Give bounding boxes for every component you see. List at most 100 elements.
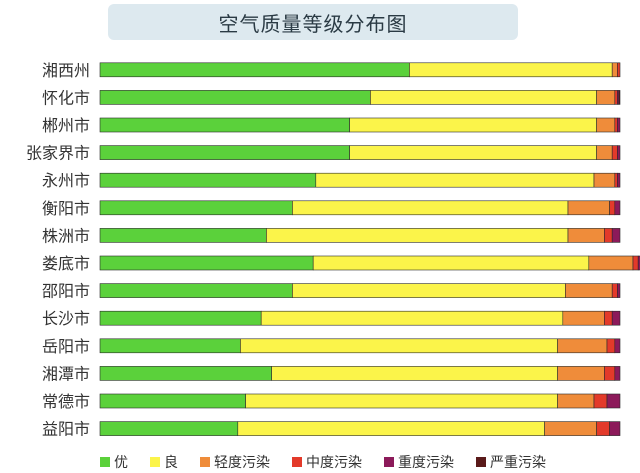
bar-segment <box>567 200 610 216</box>
category-label: 湘潭市 <box>42 364 90 383</box>
legend-label: 重度污染 <box>398 455 454 471</box>
legend-label: 优 <box>114 455 128 471</box>
bar-segment <box>632 255 639 271</box>
bar-segment <box>596 421 610 436</box>
bar-segment <box>614 117 618 133</box>
chart-title-box: 空气质量等级分布图 <box>108 4 518 40</box>
bar-segment <box>611 62 618 78</box>
legend-swatch <box>292 457 302 467</box>
bar-segment <box>245 393 558 409</box>
category-label: 常德市 <box>42 392 90 411</box>
bar-segment <box>614 200 621 216</box>
bar-segment <box>565 283 613 298</box>
bar-segment <box>544 421 597 436</box>
bar-segment <box>557 366 605 381</box>
category-label: 湘西州 <box>42 61 90 80</box>
bar-segment <box>99 62 410 78</box>
bar-segment <box>593 172 616 188</box>
bar-segment <box>409 62 613 78</box>
bar-segment <box>609 200 616 216</box>
bar-segment <box>260 310 564 326</box>
bar-segment <box>240 338 558 354</box>
category-label: 长沙市 <box>42 309 90 328</box>
legend-label: 良 <box>164 455 178 471</box>
bar-segment <box>292 283 566 298</box>
bar-segment <box>271 366 558 381</box>
bar-segment <box>614 90 618 105</box>
bar-segment <box>292 200 569 216</box>
legend-item: 轻度污染 <box>200 452 270 472</box>
bar-segment <box>99 228 267 243</box>
bar-segment <box>557 338 608 354</box>
category-label: 怀化市 <box>42 88 90 107</box>
bar-segment <box>99 172 317 188</box>
bar-segment <box>99 200 293 216</box>
category-label: 张家界市 <box>26 144 90 163</box>
bar-segment <box>99 366 272 381</box>
bar-segment <box>312 255 590 271</box>
legend-label: 严重污染 <box>490 455 546 471</box>
bar-segment <box>266 228 569 243</box>
bar-segment <box>618 90 621 105</box>
legend-swatch <box>100 457 110 467</box>
legend-item: 优 <box>100 452 128 472</box>
bar-segment <box>617 145 621 160</box>
bar-segment <box>617 283 621 298</box>
legend-item: 中度污染 <box>292 452 362 472</box>
category-label: 株洲市 <box>42 226 90 245</box>
bar-segment <box>606 338 616 354</box>
bar-segment <box>617 117 621 133</box>
legend-swatch <box>150 457 160 467</box>
category-label: 永州市 <box>42 171 90 190</box>
category-label: 衡阳市 <box>42 199 90 218</box>
legend-item: 严重污染 <box>476 452 546 472</box>
bar-segment <box>604 366 616 381</box>
bar-segment <box>99 283 293 298</box>
bar-segment <box>609 421 621 436</box>
bar-segment <box>99 145 350 160</box>
legend-item: 重度污染 <box>384 452 454 472</box>
bar-segment <box>99 421 239 436</box>
category-label: 邵阳市 <box>42 282 90 301</box>
bar-segment <box>611 228 621 243</box>
chart-legend: 优 良 轻度污染 中度污染 重度污染 严重污染 <box>100 451 568 473</box>
bar-segment <box>614 172 618 188</box>
legend-swatch <box>476 457 486 467</box>
legend-swatch <box>200 457 210 467</box>
bar-segment <box>99 117 350 133</box>
legend-swatch <box>384 457 394 467</box>
bar-segment <box>596 117 616 133</box>
bar-segment <box>611 310 621 326</box>
bar-segment <box>99 310 262 326</box>
bar-segment <box>606 393 621 409</box>
chart-title: 空气质量等级分布图 <box>218 11 408 36</box>
bar-segment <box>617 172 621 188</box>
bar-segment <box>99 255 314 271</box>
legend-item: 良 <box>150 452 178 472</box>
bar-segment <box>370 90 597 105</box>
bar-segment <box>567 228 605 243</box>
bar-segment <box>562 310 605 326</box>
bar-segment <box>614 338 621 354</box>
bar-segment <box>604 228 613 243</box>
bar-segment <box>596 145 613 160</box>
bar-segment <box>315 172 595 188</box>
bar-segment <box>604 310 613 326</box>
category-label: 娄底市 <box>42 254 90 273</box>
bar-segment <box>588 255 634 271</box>
bar-segment <box>99 338 241 354</box>
category-label: 益阳市 <box>42 420 90 439</box>
legend-label: 轻度污染 <box>214 455 270 471</box>
bar-segment <box>99 90 371 105</box>
bar-segment <box>596 90 616 105</box>
category-label: 郴州市 <box>42 116 90 135</box>
legend-label: 中度污染 <box>306 455 362 471</box>
bar-segment <box>237 421 545 436</box>
bar-segment <box>617 62 621 78</box>
bar-segment <box>611 283 618 298</box>
bar-segment <box>614 366 621 381</box>
bar-segment <box>99 393 246 409</box>
bar-segment <box>593 393 608 409</box>
bar-segment <box>611 145 618 160</box>
